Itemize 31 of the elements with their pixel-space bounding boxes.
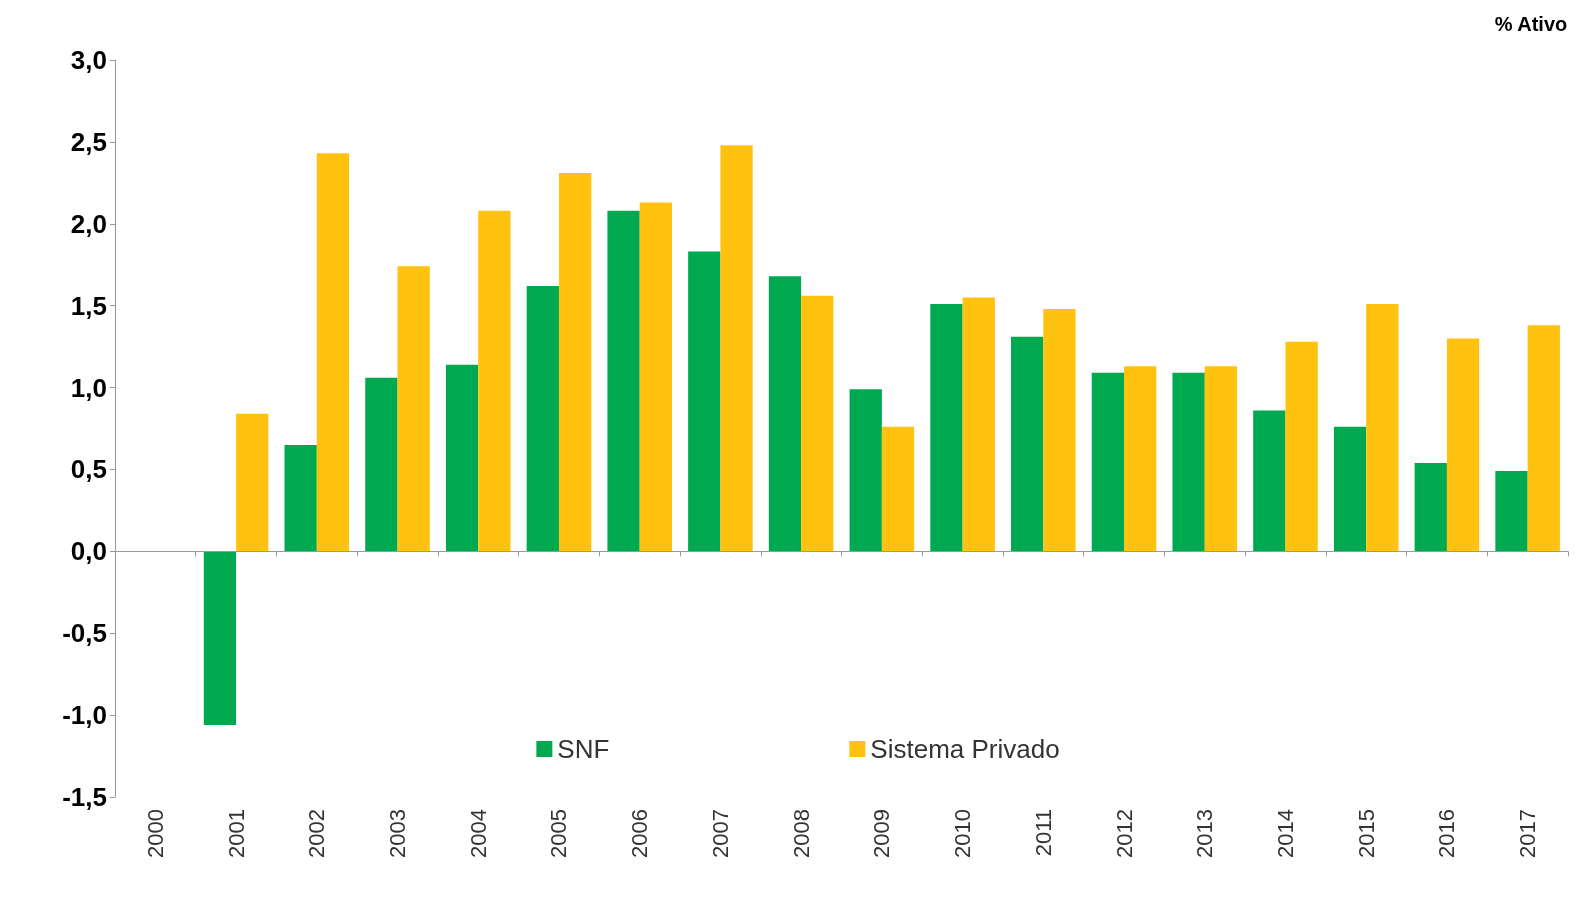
y-tick-label: 0,5 <box>70 454 107 485</box>
y-tick-label: -1,5 <box>62 782 107 812</box>
x-tick-label: 2012 <box>1111 809 1137 858</box>
x-tick-label: 2015 <box>1353 809 1379 858</box>
x-tick-label: 2003 <box>385 809 411 858</box>
y-tick-label: -0,5 <box>62 618 107 649</box>
y-tick-label: -1,0 <box>62 700 107 731</box>
x-tick-label: 2008 <box>788 809 814 858</box>
y-tick-label: 3,0 <box>70 45 107 75</box>
x-tick-label: 2009 <box>869 809 895 858</box>
x-tick-label: 2010 <box>950 809 976 858</box>
y-tick-label: 2,5 <box>70 126 107 157</box>
x-tick-label: 2007 <box>707 809 733 858</box>
x-tick-label: 2004 <box>465 809 491 858</box>
x-tick-label: 2013 <box>1192 809 1218 858</box>
y-tick-label: 0,0 <box>70 536 107 567</box>
x-tick-label: 2016 <box>1434 809 1460 858</box>
x-tick-label: 2005 <box>546 809 572 858</box>
legend-label: Sistema Privado <box>870 734 1060 764</box>
y-tick-label: 1,5 <box>70 290 107 321</box>
x-tick-label: 2002 <box>304 809 330 858</box>
y-tick-label: 1,0 <box>70 372 107 403</box>
x-tick-label: 2001 <box>223 809 249 858</box>
legend-label: SNF <box>557 734 610 764</box>
x-tick-label: 2000 <box>142 809 168 858</box>
y-axis-title: % Ativo <box>1494 13 1568 35</box>
x-tick-label: 2014 <box>1272 809 1298 858</box>
y-tick-label: 2,0 <box>70 208 107 239</box>
x-tick-label: 2006 <box>627 809 653 858</box>
x-tick-label: 2011 <box>1030 809 1056 857</box>
x-tick-label: 2017 <box>1515 809 1541 858</box>
